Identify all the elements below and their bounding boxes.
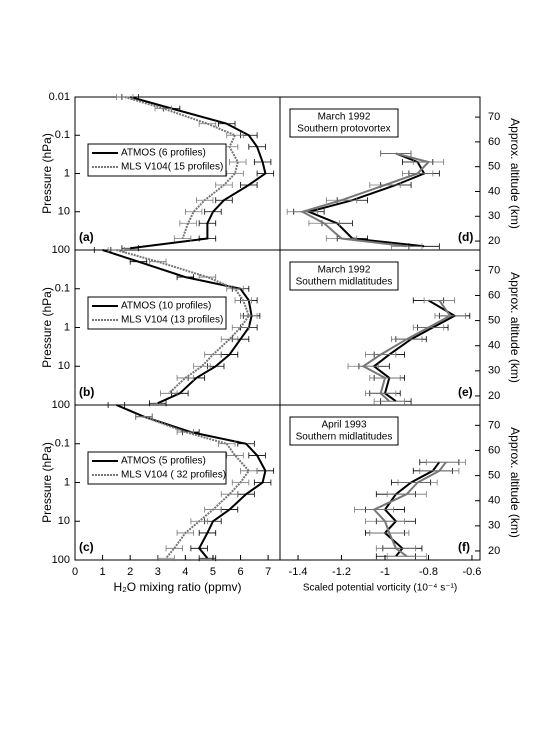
y-tick-label: 0.01 bbox=[49, 91, 70, 103]
panel-label: (b) bbox=[79, 385, 94, 399]
y2-tick-label: 60 bbox=[488, 444, 500, 456]
y2-tick-label: 50 bbox=[488, 314, 500, 326]
y2-axis-label: Approx. altitude (km) bbox=[508, 118, 522, 229]
y-tick-label: 1 bbox=[64, 167, 70, 179]
y-tick-label: 100 bbox=[52, 554, 70, 566]
y-tick-label: 0.1 bbox=[55, 438, 70, 450]
legend-box bbox=[87, 296, 227, 330]
y-tick-label: 10 bbox=[58, 360, 70, 372]
y2-tick-label: 60 bbox=[488, 289, 500, 301]
x-tick-label: 6 bbox=[237, 566, 243, 578]
y2-tick-label: 70 bbox=[488, 419, 500, 431]
y2-tick-label: 40 bbox=[488, 185, 500, 197]
x-tick-label: 4 bbox=[182, 566, 188, 578]
profile-line bbox=[143, 415, 251, 559]
y2-tick-label: 30 bbox=[488, 210, 500, 222]
x-tick-label: 2 bbox=[127, 566, 133, 578]
profile-line bbox=[124, 96, 239, 239]
y2-axis-label: Approx. altitude (km) bbox=[508, 427, 522, 538]
profile-line bbox=[299, 152, 431, 248]
annotation: April 1993 bbox=[321, 420, 366, 431]
annotation: Southern midlatitudes bbox=[296, 277, 393, 288]
annotation: March 1992 bbox=[318, 265, 371, 276]
annotation-box bbox=[289, 261, 399, 291]
y-tick-label: 100 bbox=[52, 244, 70, 256]
y2-tick-label: 60 bbox=[488, 136, 500, 148]
series bbox=[293, 150, 440, 250]
panel-label: (a) bbox=[79, 230, 94, 244]
x-tick-label: -1.2 bbox=[332, 566, 351, 578]
y-tick-label: 0.1 bbox=[55, 283, 70, 295]
y-tick-label: 10 bbox=[58, 515, 70, 527]
y-axis-label: Pressure (hPa) bbox=[40, 133, 54, 214]
panel-label: (c) bbox=[79, 540, 94, 554]
panel-label: (d) bbox=[458, 230, 473, 244]
legend-box bbox=[87, 143, 227, 177]
x-axis-label: H₂O mixing ratio (ppmv) bbox=[113, 580, 241, 594]
legend-label: MLS V104 (13 profiles) bbox=[121, 315, 223, 326]
x-tick-label: 3 bbox=[155, 566, 161, 578]
y2-tick-label: 40 bbox=[488, 340, 500, 352]
series bbox=[347, 297, 466, 405]
x-tick-label: 0 bbox=[72, 566, 78, 578]
series bbox=[135, 413, 258, 562]
annotation: Southern protovortex bbox=[297, 124, 390, 135]
y2-tick-label: 30 bbox=[488, 365, 500, 377]
profile-line bbox=[372, 461, 447, 558]
y2-tick-label: 70 bbox=[488, 264, 500, 276]
profile-line bbox=[116, 249, 250, 395]
y2-tick-label: 50 bbox=[488, 161, 500, 173]
x-tick-label: -0.8 bbox=[419, 566, 438, 578]
profile-line bbox=[361, 299, 452, 402]
y2-tick-label: 50 bbox=[488, 469, 500, 481]
legend-label: ATMOS (6 profiles) bbox=[121, 148, 206, 159]
x-tick-label: 5 bbox=[210, 566, 216, 578]
y2-tick-label: 20 bbox=[488, 545, 500, 557]
annotation-box bbox=[289, 108, 399, 138]
y2-tick-label: 40 bbox=[488, 495, 500, 507]
x-tick-label: -1 bbox=[380, 566, 390, 578]
legend-label: ATMOS (10 profiles) bbox=[121, 301, 211, 312]
y2-axis-label: Approx. altitude (km) bbox=[508, 272, 522, 383]
y-axis-label: Pressure (hPa) bbox=[40, 442, 54, 523]
y-tick-label: 1 bbox=[64, 476, 70, 488]
panel-label: (f) bbox=[458, 540, 470, 554]
annotation-box bbox=[289, 416, 399, 446]
series bbox=[121, 94, 275, 252]
x-tick-label: 1 bbox=[100, 566, 106, 578]
y2-tick-label: 20 bbox=[488, 390, 500, 402]
x-tick-label: 7 bbox=[265, 566, 271, 578]
legend-label: MLS V104( 15 profiles) bbox=[121, 162, 223, 173]
y2-tick-label: 30 bbox=[488, 520, 500, 532]
y2-tick-label: 20 bbox=[488, 235, 500, 247]
y-tick-label: 10 bbox=[58, 206, 70, 218]
series bbox=[354, 459, 466, 560]
y-tick-label: 0.1 bbox=[55, 129, 70, 141]
annotation: Southern midlatitudes bbox=[296, 432, 393, 443]
series bbox=[286, 150, 445, 250]
series bbox=[358, 297, 471, 405]
x-tick-label: -0.6 bbox=[462, 566, 481, 578]
x-tick-label: -1.4 bbox=[289, 566, 308, 578]
y-tick-label: 1 bbox=[64, 321, 70, 333]
annotation: March 1992 bbox=[318, 112, 371, 123]
panel-frame bbox=[279, 404, 481, 561]
legend-label: MLS V104 ( 32 profiles) bbox=[121, 470, 226, 481]
y-axis-label: Pressure (hPa) bbox=[40, 287, 54, 368]
panel-label: (e) bbox=[458, 385, 473, 399]
y-tick-label: 100 bbox=[52, 399, 70, 411]
legend-box bbox=[87, 451, 227, 485]
series bbox=[107, 247, 258, 397]
x-axis-label: Scaled potential vorticity (10⁻⁴ s⁻¹) bbox=[303, 583, 457, 594]
y2-tick-label: 70 bbox=[488, 111, 500, 123]
profile-line bbox=[129, 96, 267, 250]
legend-label: ATMOS (5 profiles) bbox=[121, 456, 206, 467]
